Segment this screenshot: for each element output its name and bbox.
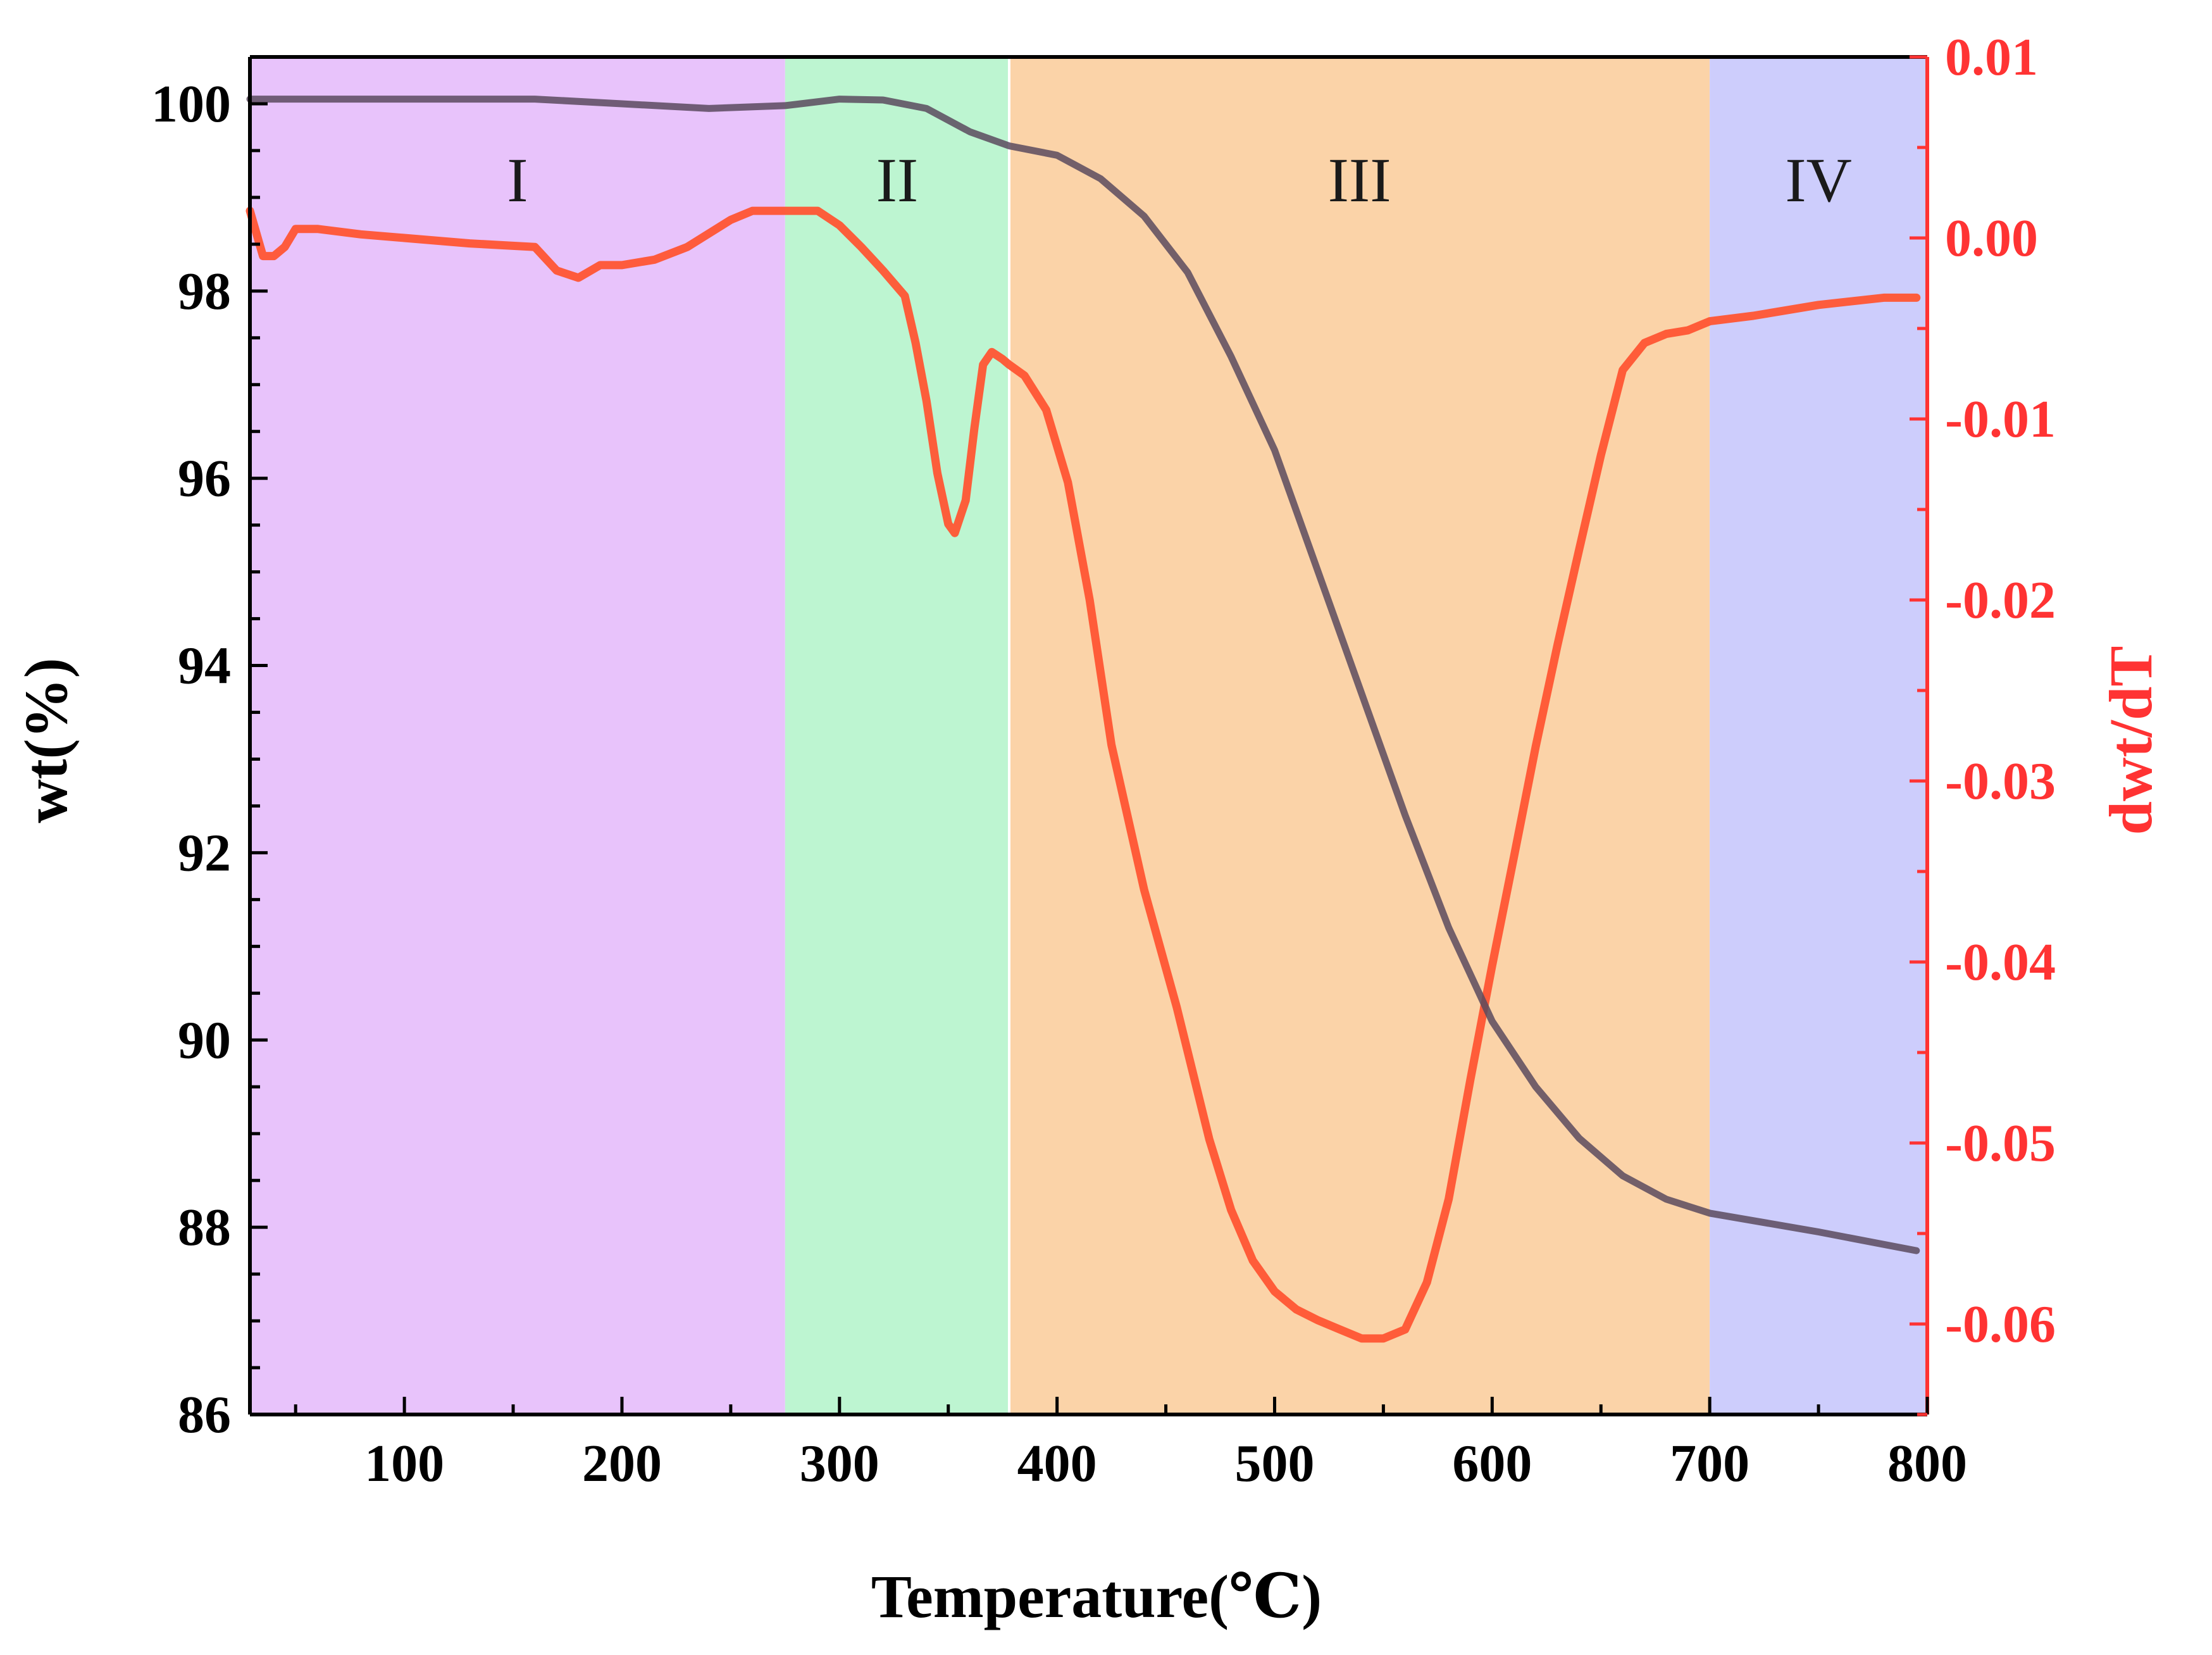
left-tick-label: 96 (178, 449, 231, 508)
right-tick-label: -0.01 (1945, 390, 2056, 449)
right-tick-label: 0.01 (1945, 28, 2038, 87)
region-iii-band (1009, 57, 1710, 1415)
stage-regions (250, 57, 1927, 1415)
x-tick-label: 100 (364, 1434, 444, 1493)
left-tick-label: 100 (151, 75, 231, 134)
series-layer (245, 96, 1921, 1343)
dtg-series-line (245, 206, 1921, 1343)
x-tick-label: 200 (582, 1434, 662, 1493)
x-axis-title: Temperature(℃) (871, 1563, 1322, 1630)
x-tick-label: 800 (1887, 1434, 1967, 1493)
left-tick-label: 98 (178, 262, 231, 321)
region-i-band (250, 57, 785, 1415)
right-tick-label: -0.06 (1945, 1295, 2056, 1354)
x-tick-label: 400 (1017, 1434, 1097, 1493)
axes: 100 200 300 400 500 600 700 800 86 88 90 92 94 96 98 10… (151, 28, 2056, 1493)
x-tick-label: 500 (1234, 1434, 1314, 1493)
stage-region-labels: I II III IV (507, 145, 1852, 215)
x-tick-label: 600 (1452, 1434, 1532, 1493)
region-ii-band (785, 57, 1009, 1415)
right-tick-label: -0.02 (1945, 571, 2056, 630)
region-label-iii: III (1328, 145, 1391, 215)
left-tick-label: 94 (178, 637, 231, 696)
region-iv-band (1710, 57, 1927, 1415)
right-tick-label: 0.00 (1945, 209, 2038, 268)
region-label-i: I (507, 145, 528, 215)
right-tick-label: -0.05 (1945, 1114, 2056, 1173)
right-tick-label: -0.04 (1945, 933, 2056, 992)
tg-series-line (246, 96, 1920, 1254)
region-label-iv: IV (1785, 145, 1852, 215)
left-tick-label: 86 (178, 1385, 231, 1444)
x-tick-label: 700 (1670, 1434, 1749, 1493)
left-tick-label: 92 (178, 823, 231, 882)
x-tick-label: 300 (800, 1434, 879, 1493)
right-axis-title: dwt/dT (2097, 646, 2165, 835)
left-tick-label: 90 (178, 1011, 231, 1070)
left-tick-label: 88 (178, 1198, 231, 1257)
right-tick-label: -0.03 (1945, 752, 2056, 811)
left-axis-title: wt(%) (12, 658, 80, 823)
region-label-ii: II (876, 145, 919, 215)
